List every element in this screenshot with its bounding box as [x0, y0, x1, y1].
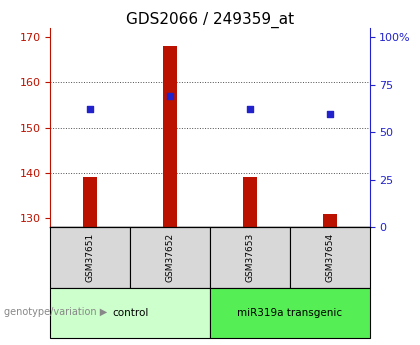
Bar	[290, 227, 370, 288]
Title: GDS2066 / 249359_at: GDS2066 / 249359_at	[126, 11, 294, 28]
Bar	[210, 227, 290, 288]
Bar	[243, 177, 257, 227]
Point	[247, 107, 253, 112]
Text: GSM37654: GSM37654	[325, 233, 334, 282]
Bar	[163, 46, 177, 227]
Text: miR319a transgenic: miR319a transgenic	[237, 308, 342, 318]
Point	[167, 93, 173, 98]
Text: control: control	[112, 308, 148, 318]
Bar	[210, 288, 370, 338]
Text: GSM37651: GSM37651	[86, 233, 95, 283]
Bar	[323, 214, 337, 227]
Point	[326, 111, 333, 117]
Bar	[83, 177, 97, 227]
Text: GSM37652: GSM37652	[165, 233, 175, 282]
Bar	[130, 227, 210, 288]
Text: GSM37653: GSM37653	[245, 233, 255, 283]
Bar	[50, 227, 130, 288]
Text: genotype/variation ▶: genotype/variation ▶	[4, 307, 108, 317]
Point	[87, 107, 94, 112]
Bar	[50, 288, 210, 338]
